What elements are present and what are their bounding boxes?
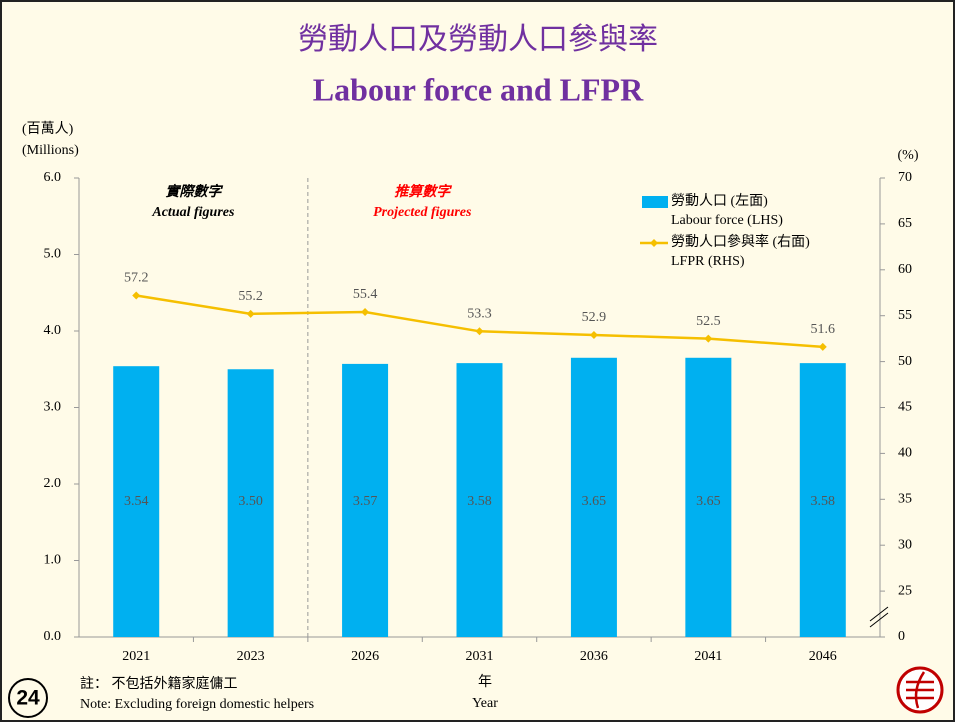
x-tick-label: 2026	[351, 649, 379, 664]
line-value-label: 52.9	[582, 310, 607, 325]
x-tick-label: 2031	[466, 649, 494, 664]
x-axis-label: Year	[472, 696, 498, 711]
line-marker	[704, 334, 713, 343]
y-tick-label: 5.0	[44, 247, 62, 262]
bar	[342, 363, 389, 637]
y2-axis-label: (%)	[898, 148, 919, 163]
legend-swatch	[642, 196, 668, 208]
y-tick-label: 0.0	[44, 629, 62, 644]
bar	[570, 357, 617, 637]
y-tick-label: 3.0	[44, 400, 62, 415]
legend-label: 勞動人口 (左面)	[671, 193, 768, 209]
legend-label: Labour force (LHS)	[671, 213, 783, 228]
y-axis-label: (百萬人)	[22, 121, 74, 137]
page-number: 24	[16, 687, 40, 710]
y2-tick-label: 70	[898, 170, 912, 185]
page-badge	[8, 678, 48, 718]
bar-value-label: 3.50	[238, 494, 263, 509]
annotation: Projected figures	[373, 205, 472, 220]
x-tick-label: 2041	[694, 649, 722, 664]
x-axis-label: 年	[478, 674, 492, 690]
logo-mark	[906, 671, 934, 709]
y2-tick-label: 55	[898, 308, 912, 323]
legend-label: 勞動人口參與率 (右面)	[671, 233, 810, 250]
annotation: 實際數字	[165, 183, 223, 200]
y2-tick-label: 25	[898, 583, 912, 598]
y2-tick-label: 60	[898, 262, 912, 277]
y-tick-label: 6.0	[44, 170, 62, 185]
bar	[227, 369, 274, 637]
y2-tick-label: 45	[898, 400, 912, 415]
bar	[456, 363, 503, 637]
line-marker	[361, 308, 370, 317]
footnote: Note: Excluding foreign domestic helpers	[80, 697, 314, 712]
chart-title: 勞動人口及勞動人口參與率	[298, 23, 658, 56]
y-axis-label: (Millions)	[22, 143, 79, 158]
x-tick-label: 2021	[122, 649, 150, 664]
line-marker	[818, 342, 827, 351]
bar-value-label: 3.58	[811, 494, 836, 509]
y-tick-label: 4.0	[44, 323, 62, 338]
legend-marker	[650, 239, 658, 247]
x-tick-label: 2046	[809, 649, 837, 664]
line-marker	[132, 291, 141, 300]
bar	[799, 363, 846, 637]
line-marker	[246, 309, 255, 318]
y2-tick-label: 30	[898, 537, 912, 552]
line-marker	[475, 327, 484, 336]
legend-label: LFPR (RHS)	[671, 254, 745, 269]
y2-tick-label: 50	[898, 354, 912, 369]
logo	[896, 666, 944, 714]
annotation: Actual figures	[151, 205, 235, 220]
y2-tick-label: 0	[898, 629, 905, 644]
line-marker	[589, 330, 598, 339]
bar	[685, 357, 732, 637]
y2-tick-label: 35	[898, 492, 912, 507]
line-value-label: 51.6	[811, 322, 836, 337]
bar-value-label: 3.57	[353, 494, 378, 509]
bar-value-label: 3.65	[696, 494, 721, 509]
line-value-label: 55.4	[353, 287, 378, 302]
bar-value-label: 3.65	[582, 494, 607, 509]
bar-value-label: 3.58	[467, 494, 492, 509]
line-value-label: 57.2	[124, 271, 149, 286]
annotation: 推算數字	[394, 183, 452, 200]
axis-break	[869, 606, 889, 628]
y-tick-label: 2.0	[44, 476, 62, 491]
x-tick-label: 2036	[580, 649, 608, 664]
y2-tick-label: 65	[898, 216, 912, 231]
x-tick-label: 2023	[237, 649, 265, 664]
bar-value-label: 3.54	[124, 494, 149, 509]
footnote: 註： 不包括外籍家庭傭工	[80, 675, 238, 692]
line-value-label: 52.5	[696, 314, 721, 329]
line-value-label: 53.3	[467, 307, 492, 322]
line-value-label: 55.2	[238, 289, 263, 304]
y2-tick-label: 40	[898, 446, 912, 461]
y-tick-label: 1.0	[44, 553, 62, 568]
chart-subtitle: Labour force and LFPR	[313, 71, 644, 107]
bar	[113, 366, 160, 637]
